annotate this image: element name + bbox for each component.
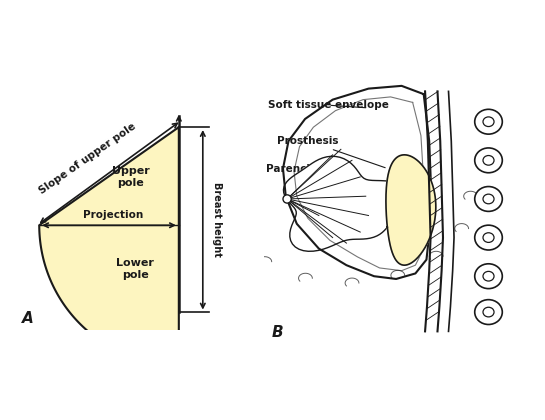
Text: Lower
pole: Lower pole [116,258,154,280]
Text: A: A [22,310,34,326]
Ellipse shape [475,225,502,250]
Polygon shape [283,156,413,251]
Polygon shape [283,86,432,279]
Ellipse shape [475,109,502,134]
Text: Upper
pole: Upper pole [112,166,150,188]
Text: Parenchyma: Parenchyma [267,164,339,181]
Ellipse shape [475,264,502,289]
Ellipse shape [483,271,494,281]
Polygon shape [39,127,179,365]
Text: Prosthesis: Prosthesis [277,136,385,168]
Polygon shape [386,155,436,265]
Ellipse shape [483,117,494,126]
Text: Breast height: Breast height [211,182,221,257]
Text: Slope of upper pole: Slope of upper pole [37,121,137,196]
Circle shape [283,195,291,203]
Ellipse shape [483,233,494,242]
Ellipse shape [475,148,502,173]
Ellipse shape [483,307,494,317]
Ellipse shape [483,194,494,204]
Text: Projection: Projection [83,210,143,220]
Text: B: B [272,325,283,340]
Ellipse shape [475,299,502,325]
Ellipse shape [475,186,502,211]
Ellipse shape [483,155,494,165]
Text: Soft tissue envelope: Soft tissue envelope [268,100,389,110]
